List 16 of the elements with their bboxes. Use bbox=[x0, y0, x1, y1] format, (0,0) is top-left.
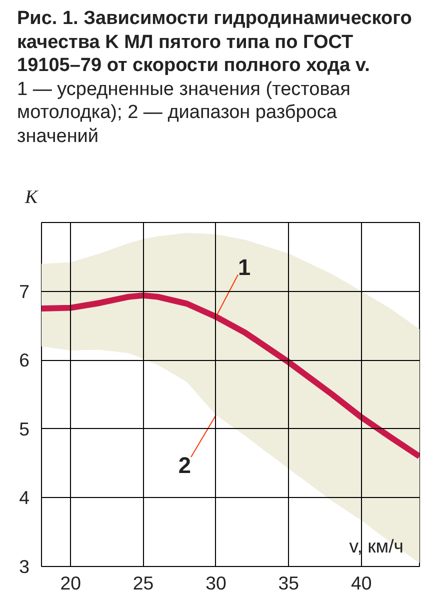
y-tick-label: 5 bbox=[19, 418, 30, 440]
y-tick-label: 3 bbox=[19, 556, 30, 577]
x-tick-label: 20 bbox=[60, 572, 81, 594]
x-tick-label: 30 bbox=[206, 572, 226, 594]
y-tick-label: 4 bbox=[19, 487, 30, 508]
x-tick-label: 25 bbox=[132, 572, 154, 594]
x-tick-label: 35 bbox=[278, 572, 300, 594]
annotation: 2 bbox=[178, 452, 191, 478]
chart-subtitle: 1 — усредненные значения (тестовая мотолодка); 2 — диапазон разброса значений bbox=[17, 78, 352, 148]
y-axis-title: K bbox=[25, 187, 38, 209]
y-tick-label: 6 bbox=[19, 350, 30, 371]
chart-title: Рис. 1. Зависимости гидродинамического качества K МЛ пятого типа по ГОСТ 19105–79 от скорости полного хода v. bbox=[17, 7, 413, 78]
annotation: 1 bbox=[238, 254, 251, 280]
y-tick-label: 7 bbox=[19, 280, 30, 302]
x-tick-label: 40 bbox=[350, 572, 372, 594]
x-axis-title: v, км/ч bbox=[349, 536, 404, 556]
